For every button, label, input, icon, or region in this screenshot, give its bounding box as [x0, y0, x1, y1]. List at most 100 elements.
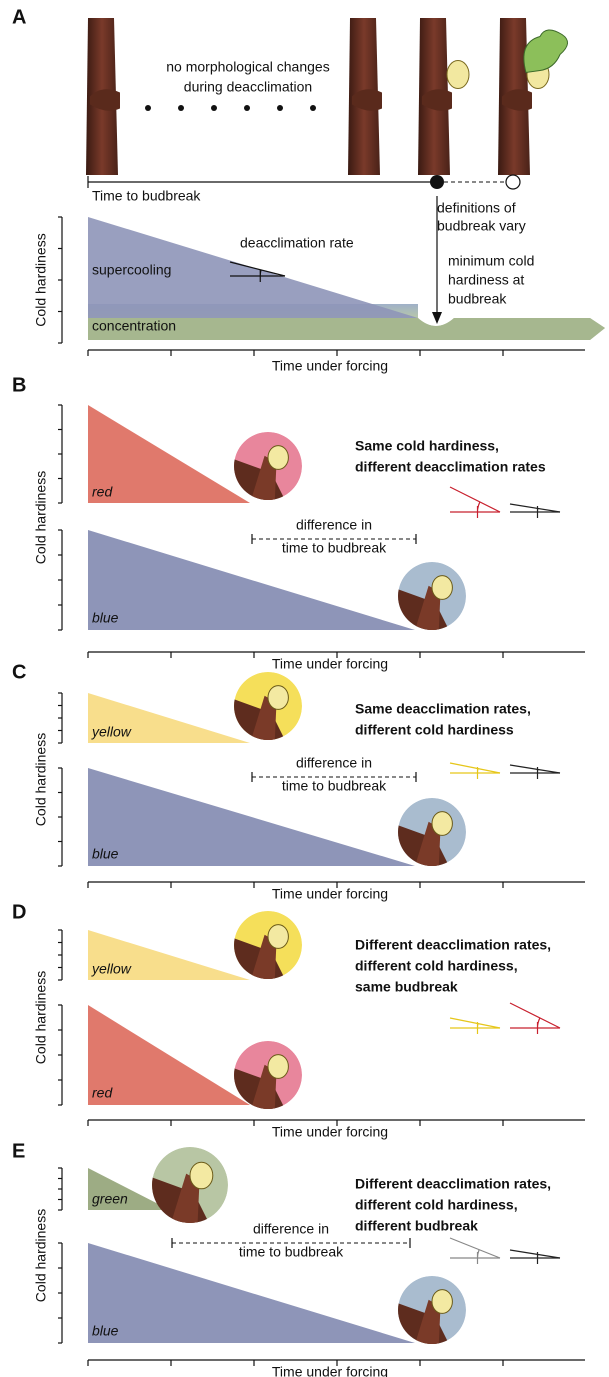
dot — [244, 105, 250, 111]
bottom-area — [88, 1243, 415, 1343]
x-axis-label: Time under forcing — [272, 1124, 388, 1140]
panel-label: A — [12, 6, 26, 28]
difference-label: time to budbreak — [282, 778, 387, 794]
bud — [267, 924, 289, 949]
budbreak-point-alt — [505, 174, 521, 190]
dot — [277, 105, 283, 111]
bud-icon — [398, 1276, 466, 1344]
difference-label: time to budbreak — [282, 540, 387, 556]
series-name: red — [92, 1085, 113, 1101]
series-name: yellow — [91, 724, 132, 740]
difference-label: difference in — [296, 517, 372, 533]
top-area — [88, 405, 250, 503]
angle-arc — [536, 1017, 541, 1034]
dot — [310, 105, 316, 111]
top-area — [88, 693, 250, 743]
series-name: blue — [92, 846, 119, 862]
y-axis-label: Cold hardiness — [33, 233, 49, 326]
angle-arc — [476, 501, 481, 518]
line — [449, 762, 501, 774]
y-axis-label: Cold hardiness — [33, 733, 49, 826]
line — [229, 261, 286, 277]
node — [90, 89, 120, 111]
bud-icon — [234, 1041, 302, 1109]
bud — [189, 1161, 214, 1190]
bud-shoot — [251, 695, 277, 740]
node — [352, 89, 382, 111]
line — [449, 1237, 501, 1259]
dot — [178, 105, 184, 111]
bottom-area — [88, 530, 415, 630]
dot — [145, 105, 151, 111]
note: no morphological changes — [166, 59, 329, 75]
bud-icon — [234, 911, 302, 979]
concentration-area — [88, 318, 605, 340]
x-axis-label: Time under forcing — [272, 656, 388, 672]
line — [449, 1017, 501, 1029]
line — [509, 1002, 561, 1029]
timeline-label: Time to budbreak — [92, 188, 201, 204]
panel-label: D — [12, 901, 26, 923]
bud-shoot — [415, 821, 441, 866]
top-area — [88, 1168, 170, 1210]
panel-label: E — [12, 1140, 25, 1162]
bud-icon — [398, 562, 466, 630]
bud — [431, 575, 453, 600]
panel-title: Same cold hardiness, — [355, 438, 499, 454]
node — [422, 89, 452, 111]
bud-icon — [152, 1147, 228, 1223]
bud — [267, 1054, 289, 1079]
panel-title: same budbreak — [355, 979, 458, 995]
bottom-area — [88, 1005, 250, 1105]
bud-shoot — [171, 1173, 200, 1223]
bud-shoot — [251, 934, 277, 979]
line — [509, 503, 561, 513]
panel-title: Different deacclimation rates, — [355, 937, 551, 953]
line — [509, 1249, 561, 1259]
y-axis-label: Cold hardiness — [33, 971, 49, 1064]
bud — [431, 811, 453, 836]
arrowhead — [432, 312, 442, 324]
leaves — [523, 29, 568, 74]
bud — [431, 1289, 453, 1314]
note: budbreak — [448, 291, 507, 307]
region-label: supercooling — [92, 262, 171, 278]
bud-shoot — [415, 585, 441, 630]
bottom-area — [88, 768, 415, 866]
panel-label: B — [12, 374, 26, 396]
line — [509, 764, 561, 774]
note: deacclimation rate — [240, 235, 354, 251]
note: minimum cold — [448, 253, 534, 269]
region-label: concentration — [92, 318, 176, 334]
bud-shoot — [415, 1299, 441, 1344]
angle-arc — [259, 269, 262, 282]
dot — [211, 105, 217, 111]
note: budbreak vary — [437, 218, 526, 234]
series-name: blue — [92, 610, 119, 626]
bud — [267, 445, 289, 470]
bud — [267, 685, 289, 710]
panel-title: different cold hardiness — [355, 722, 514, 738]
panel-title: different deacclimation rates — [355, 459, 546, 475]
difference-label: time to budbreak — [239, 1244, 344, 1260]
series-name: red — [92, 484, 113, 500]
note: during deacclimation — [184, 79, 312, 95]
bud-shoot — [251, 1064, 277, 1109]
x-axis-label: Time under forcing — [272, 886, 388, 902]
note: hardiness at — [448, 272, 524, 288]
note: definitions of — [437, 200, 516, 216]
panel-title: different cold hardiness, — [355, 1197, 518, 1213]
panel-title: Different deacclimation rates, — [355, 1176, 551, 1192]
bud-icon — [234, 432, 302, 500]
bud — [446, 60, 470, 89]
bud-icon — [234, 672, 302, 740]
panel-title: Same deacclimation rates, — [355, 701, 531, 717]
bud-icon — [398, 798, 466, 866]
series-name: blue — [92, 1323, 119, 1339]
series-name: yellow — [91, 961, 132, 977]
panel-title: different cold hardiness, — [355, 958, 518, 974]
panel-title: different budbreak — [355, 1218, 478, 1234]
difference-label: difference in — [253, 1221, 329, 1237]
budbreak-point — [430, 175, 444, 189]
